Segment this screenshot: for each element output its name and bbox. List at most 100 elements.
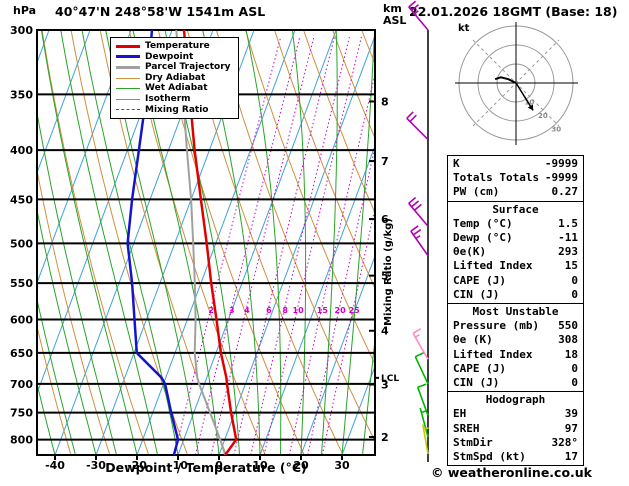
sounding-curves	[126, 30, 238, 455]
table-row: CAPE (J) 0	[448, 274, 583, 288]
mixing-ratio-axis-label: Mixing Ratio (g/kg)	[383, 218, 394, 326]
wind-barb	[408, 0, 429, 31]
storm-motion-arrow	[515, 82, 534, 111]
wind-barb	[414, 352, 429, 385]
km-tick-label: 4	[381, 325, 389, 338]
temp-tick-label: 20	[293, 459, 309, 472]
temp-tick-label: -30	[86, 459, 106, 472]
table-row: StmSpd (kt) 17	[448, 450, 583, 464]
table-row: Totals Totals -9999	[448, 171, 583, 185]
pressure-tick-label: 500	[10, 237, 33, 250]
table-row: Temp (°C) 1.5	[448, 217, 583, 231]
temperature-curve	[182, 30, 238, 455]
table-row: EH 39	[448, 407, 583, 421]
km-tick-label: 8	[381, 95, 389, 108]
table-row-value: 550	[558, 319, 578, 333]
table-row-label: CIN (J)	[453, 287, 500, 301]
table-row-value: -9999	[544, 157, 578, 170]
storm-motion-arrowhead	[527, 104, 534, 111]
pressure-tick-label: 700	[10, 378, 33, 391]
pressure-tick-label: 350	[10, 88, 33, 101]
wind-barb	[406, 111, 429, 141]
temp-tick-label: -10	[168, 459, 188, 472]
table-row-label: θe (K)	[453, 333, 493, 347]
km-tick-label: 6	[381, 213, 389, 226]
table-section: K -9999 Totals Totals -9999 PW (cm) 0.27	[448, 156, 583, 202]
mixing-ratio-label: 25	[349, 306, 361, 315]
pressure-unit-label: hPa	[13, 4, 36, 17]
legend-line-sample	[116, 88, 140, 90]
mixing-ratio-label: 2	[208, 306, 214, 315]
table-row-value: 97	[564, 421, 578, 435]
table-row-value: -9999	[544, 171, 578, 185]
pressure-tick-label: 400	[10, 144, 33, 157]
table-row-value: 0	[571, 273, 578, 287]
legend-line-sample	[116, 77, 140, 79]
table-section: Surface Temp (°C) 1.5 Dewp (°C) -11 θe(K) 293 L…	[448, 202, 583, 305]
mixing-ratio-labels: 2 3 4 6 8 10 15 20 25	[208, 306, 360, 315]
dewpoint-curve	[126, 30, 180, 455]
table-row: Pressure (mb) 550	[448, 319, 583, 333]
temp-tick-label: 0	[215, 459, 223, 472]
hodograph-unit-label: kt	[458, 23, 470, 34]
table-row: StmDir 328°	[448, 436, 583, 450]
table-row-label: StmSpd (kt)	[453, 450, 526, 464]
table-row: θe(K) 293	[448, 245, 583, 259]
wind-barb	[419, 407, 429, 438]
legend-item-label: Temperature	[145, 41, 210, 51]
table-row: Dewp (°C) -11	[448, 231, 583, 245]
wind-barb	[422, 424, 429, 455]
legend: Temperature Dewpoint Parcel Trajectory Dry …	[110, 37, 239, 120]
wind-barb	[408, 196, 429, 227]
hodograph-trace	[494, 76, 517, 84]
table-row-label: Totals Totals	[453, 171, 540, 185]
temp-tick-label: -20	[127, 459, 147, 472]
legend-item: Dry Adiabat	[116, 73, 231, 84]
table-row: CIN (J) 0	[448, 288, 583, 302]
table-section-title: Most Unstable	[472, 305, 559, 319]
wind-barb	[416, 383, 429, 416]
table-row-value: 0	[571, 376, 578, 390]
copyright: © weatheronline.co.uk	[431, 465, 593, 480]
table-row: K -9999	[448, 157, 583, 171]
temp-tick-label: 10	[252, 459, 268, 472]
table-row-label: CAPE (J)	[453, 273, 506, 287]
pressure-tick-label: 300	[10, 24, 33, 37]
wet-adiabat-lines	[37, 30, 375, 455]
lcl-label: LCL	[381, 374, 399, 384]
pressure-tick-label: 450	[10, 193, 33, 206]
wind-barb	[410, 225, 429, 257]
pressure-tick-label: 800	[10, 434, 33, 447]
table-row-value: 0.27	[551, 185, 579, 199]
temp-tick-label: 30	[334, 459, 350, 472]
table-row-label: θe(K)	[453, 245, 487, 259]
table-row-label: Temp (°C)	[453, 216, 513, 230]
mixing-ratio-label: 15	[317, 306, 329, 315]
table-row-label: Pressure (mb)	[453, 319, 540, 333]
x-axis-label: Dewpoint / Temperature (°C)	[105, 460, 306, 475]
km-tick-label: 2	[381, 431, 389, 444]
plot-frame	[36, 29, 376, 456]
hodograph-ring-label: 10	[525, 98, 535, 106]
table-row-value: 308	[558, 333, 578, 347]
table-row-label: EH	[453, 407, 467, 421]
legend-item: Temperature	[116, 41, 231, 52]
table-row: CIN (J) 0	[448, 376, 583, 390]
mixing-ratio-label: 10	[293, 306, 305, 315]
table-row-label: Lifted Index	[453, 347, 533, 361]
mixing-ratio-label: 8	[282, 306, 288, 315]
legend-item-label: Parcel Trajectory	[145, 62, 231, 73]
table-row-value: 328°	[551, 435, 579, 449]
pressure-grid: 300 350 400 450 500 550 600 650 700 750 800	[10, 24, 375, 447]
mixing-ratio-label: 6	[266, 306, 272, 315]
table-row-label: CIN (J)	[453, 376, 500, 390]
legend-item: Parcel Trajectory	[116, 62, 231, 73]
asl-unit-label: ASL	[383, 14, 406, 27]
legend-item-label: Dewpoint	[145, 51, 194, 62]
indices-table: K -9999 Totals Totals -9999 PW (cm) 0.27 Surfa…	[447, 155, 584, 467]
km-tick-label: 5	[381, 270, 389, 283]
legend-item-label: Dry Adiabat	[145, 72, 206, 83]
pressure-tick-label: 650	[10, 347, 33, 360]
